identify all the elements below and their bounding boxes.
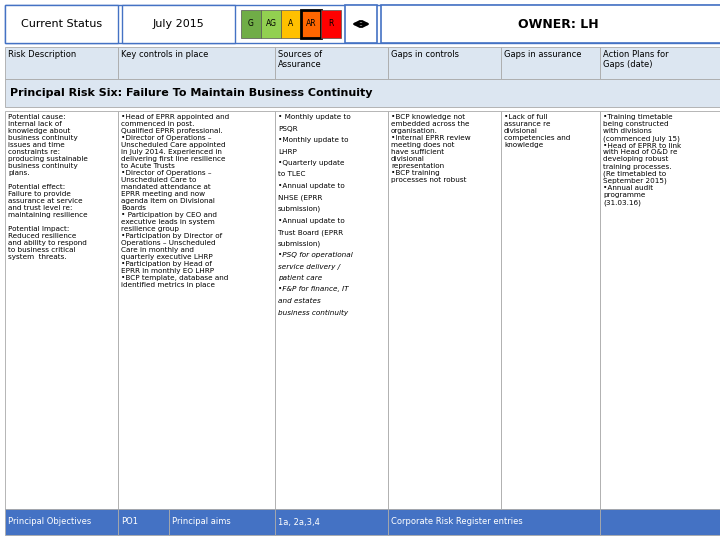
Bar [381, 5, 720, 43]
Text: Principal Objectives: Principal Objectives [8, 517, 91, 526]
Text: Principal aims: Principal aims [172, 517, 230, 526]
Bar [600, 111, 720, 509]
Text: submission): submission) [278, 240, 321, 247]
Bar [388, 47, 501, 79]
Bar [301, 10, 321, 38]
Text: Trust Board (EPRR: Trust Board (EPRR [278, 229, 343, 235]
Bar [261, 10, 281, 38]
Text: Corporate Risk Register entries: Corporate Risk Register entries [391, 517, 523, 526]
Text: to TLEC: to TLEC [278, 172, 305, 178]
Text: and estates: and estates [278, 298, 320, 304]
Bar [5, 47, 118, 79]
Text: PSQR: PSQR [278, 125, 297, 132]
Text: Gaps in assurance: Gaps in assurance [504, 50, 582, 59]
Bar [5, 5, 720, 43]
Bar [118, 111, 275, 509]
Text: •F&P for finance, IT: •F&P for finance, IT [278, 287, 348, 293]
Text: AG: AG [266, 19, 276, 29]
Bar [281, 10, 301, 38]
Text: Principal Risk Six: Failure To Maintain Business Continuity: Principal Risk Six: Failure To Maintain … [10, 88, 372, 98]
Bar [275, 47, 388, 79]
Bar [241, 10, 261, 38]
Text: Action Plans for
Gaps (date): Action Plans for Gaps (date) [603, 50, 669, 70]
Text: July 2015: July 2015 [153, 19, 204, 29]
Text: R: R [328, 19, 333, 29]
Bar [5, 5, 118, 43]
Text: Current Status: Current Status [21, 19, 102, 29]
Text: G: G [248, 19, 254, 29]
Text: Gaps in controls: Gaps in controls [391, 50, 459, 59]
Text: Potential cause:
Internal lack of
knowledge about
business continuity
issues and: Potential cause: Internal lack of knowle… [8, 114, 88, 260]
Text: A: A [289, 19, 294, 29]
Bar [600, 509, 720, 535]
Bar [321, 10, 341, 38]
Text: service delivery /: service delivery / [278, 264, 340, 269]
Text: •Annual update to: •Annual update to [278, 218, 345, 224]
Text: patient care: patient care [278, 275, 323, 281]
Bar [5, 509, 118, 535]
Text: PO1: PO1 [121, 517, 138, 526]
Bar [388, 111, 501, 509]
Text: •Annual update to: •Annual update to [278, 183, 345, 189]
Text: •Monthly update to: •Monthly update to [278, 137, 348, 143]
Text: Sources of
Assurance: Sources of Assurance [278, 50, 322, 70]
Text: AR: AR [306, 19, 316, 29]
Text: NHSE (EPRR: NHSE (EPRR [278, 194, 323, 201]
Bar [122, 5, 235, 43]
Bar [600, 47, 720, 79]
Text: •Quarterly update: •Quarterly update [278, 160, 344, 166]
Text: •Head of EPRR appointed and
commenced in post.
Qualified EPRR professional.
•Dir: •Head of EPRR appointed and commenced in… [121, 114, 229, 288]
Text: LHRP: LHRP [278, 148, 297, 154]
Text: •PSQ for operational: •PSQ for operational [278, 252, 353, 258]
Text: • Monthly update to: • Monthly update to [278, 114, 351, 120]
Text: business continuity: business continuity [278, 309, 348, 315]
Bar [275, 111, 388, 509]
Text: Risk Description: Risk Description [8, 50, 76, 59]
Text: •Training timetable
being constructed
with divisions
(commenced July 15)
•Head o: •Training timetable being constructed wi… [603, 114, 681, 206]
Bar [5, 79, 720, 107]
Bar [345, 5, 377, 43]
Text: Key controls in place: Key controls in place [121, 50, 208, 59]
Text: submission): submission) [278, 206, 321, 213]
Text: 1a, 2a,3,4: 1a, 2a,3,4 [278, 517, 320, 526]
Text: •BCP knowledge not
embedded across the
organisation.
•Internal EPRR review
meeti: •BCP knowledge not embedded across the o… [391, 114, 471, 183]
Bar [388, 509, 600, 535]
Bar [5, 111, 118, 509]
Bar [169, 509, 275, 535]
Bar [118, 509, 169, 535]
Bar [501, 47, 600, 79]
Bar [118, 47, 275, 79]
Bar [501, 111, 600, 509]
Bar [275, 509, 388, 535]
Text: OWNER: LH: OWNER: LH [518, 17, 598, 30]
Text: •Lack of full
assurance re
divisional
competencies and
knowledge: •Lack of full assurance re divisional co… [504, 114, 570, 148]
